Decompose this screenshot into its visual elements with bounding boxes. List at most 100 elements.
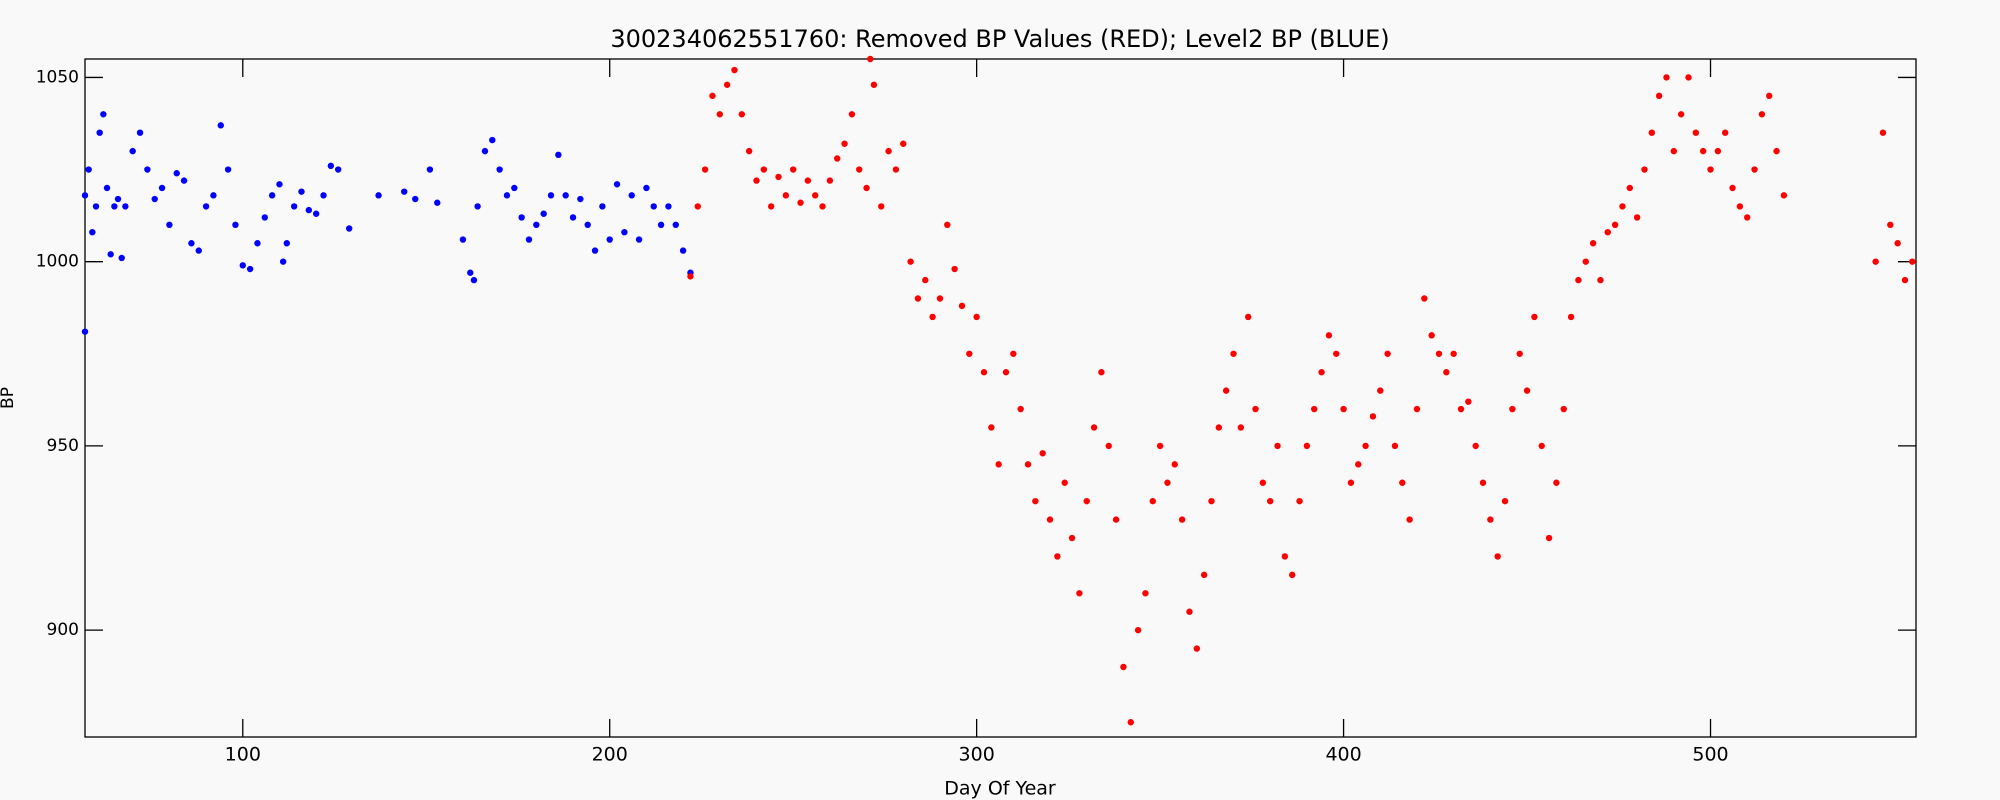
data-point (412, 195, 419, 203)
data-point (1384, 350, 1391, 357)
data-point (1707, 166, 1714, 173)
data-point (401, 188, 408, 195)
data-point (1780, 192, 1788, 199)
data-point (1010, 350, 1017, 357)
data-point (533, 221, 540, 229)
data-point (434, 199, 441, 206)
data-point (503, 192, 511, 199)
data-point (1582, 258, 1589, 265)
data-point (1677, 111, 1685, 118)
data-point (1538, 442, 1545, 450)
data-point (1714, 147, 1722, 155)
data-point (1523, 387, 1531, 394)
data-point (621, 228, 628, 236)
data-point (819, 203, 826, 210)
data-point (81, 192, 89, 199)
data-point (1281, 553, 1289, 560)
y-tick-label: 1000 (36, 252, 79, 272)
data-point (1142, 590, 1149, 597)
data-point (650, 203, 657, 210)
data-point (1567, 313, 1575, 321)
data-point (279, 258, 287, 265)
data-point (1909, 258, 1916, 265)
data-point (951, 265, 958, 273)
data-point (1641, 166, 1648, 173)
data-point (1472, 442, 1479, 450)
data-point (1487, 516, 1494, 523)
data-point (679, 247, 687, 254)
data-point (1032, 497, 1039, 505)
data-point (944, 221, 951, 229)
data-point (305, 206, 313, 214)
data-point (1222, 387, 1230, 394)
data-point (1465, 398, 1472, 405)
data-point (276, 181, 283, 188)
data-point (738, 111, 746, 118)
data-point (1597, 276, 1604, 284)
data-point (100, 111, 107, 118)
data-point (92, 203, 100, 210)
data-point (1721, 129, 1729, 136)
data-point (1318, 369, 1325, 376)
data-point (327, 162, 335, 170)
x-tick-label: 100 (225, 744, 261, 766)
data-point (1421, 295, 1428, 302)
data-point (555, 151, 562, 159)
data-point (210, 192, 217, 199)
data-point (122, 203, 129, 210)
data-point (1105, 442, 1112, 450)
data-point (254, 240, 261, 247)
data-point (1002, 369, 1010, 376)
data-point (96, 129, 103, 136)
data-point (1773, 147, 1780, 155)
data-point (1648, 129, 1656, 136)
data-point (89, 228, 96, 236)
data-point (958, 302, 966, 310)
data-point (547, 192, 555, 199)
data-point (1171, 461, 1178, 468)
data-point (1494, 553, 1501, 560)
data-point (1729, 184, 1736, 192)
data-point (753, 177, 760, 184)
data-point (867, 55, 874, 63)
data-point (1692, 129, 1700, 136)
data-point (1112, 516, 1120, 523)
data-point (1259, 479, 1267, 486)
data-point (1428, 332, 1435, 339)
data-point (467, 269, 474, 276)
data-point (1369, 413, 1377, 420)
data-point (195, 247, 202, 254)
data-point (496, 166, 503, 173)
data-point (1685, 74, 1692, 81)
data-point (345, 225, 353, 232)
plot-frame (84, 58, 1917, 738)
data-point (1655, 92, 1663, 100)
data-point (848, 111, 856, 118)
data-point (1164, 479, 1171, 486)
data-point (158, 184, 166, 192)
data-point (760, 166, 768, 173)
data-point (613, 181, 621, 188)
data-point (525, 236, 533, 243)
data-point (1244, 313, 1252, 321)
data-point (1252, 405, 1259, 413)
data-point (1663, 74, 1670, 81)
y-axis-label: BP (0, 387, 18, 409)
data-point (1744, 214, 1751, 221)
data-point (1887, 221, 1894, 229)
data-point (1039, 450, 1046, 457)
data-point (1340, 405, 1347, 413)
data-point (1758, 111, 1766, 118)
data-point (1127, 719, 1134, 726)
data-point (1399, 479, 1406, 486)
x-axis-label: Day Of Year (944, 778, 1056, 800)
data-point (1766, 92, 1773, 100)
data-point (129, 147, 136, 155)
data-point (136, 129, 144, 136)
data-point (375, 192, 382, 199)
x-tick-label: 300 (959, 744, 995, 766)
data-point (1311, 405, 1318, 413)
data-point (1017, 405, 1024, 413)
data-point (628, 192, 635, 199)
data-point (173, 170, 180, 177)
